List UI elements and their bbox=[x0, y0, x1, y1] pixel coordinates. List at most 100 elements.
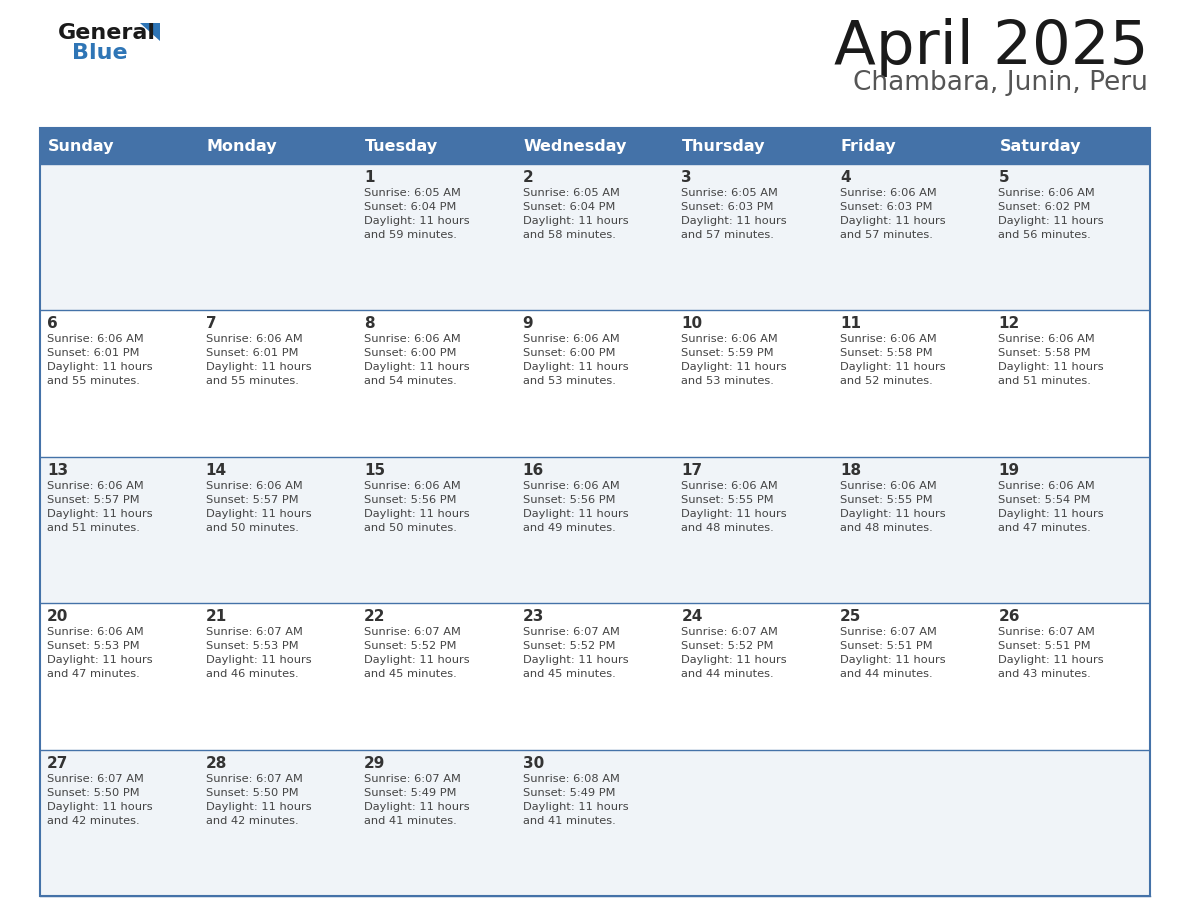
Text: Saturday: Saturday bbox=[999, 139, 1081, 153]
Text: Daylight: 11 hours: Daylight: 11 hours bbox=[681, 509, 786, 519]
Text: 30: 30 bbox=[523, 756, 544, 770]
Text: Daylight: 11 hours: Daylight: 11 hours bbox=[48, 655, 152, 666]
Text: Daylight: 11 hours: Daylight: 11 hours bbox=[998, 363, 1104, 373]
Text: 27: 27 bbox=[48, 756, 69, 770]
Text: Daylight: 11 hours: Daylight: 11 hours bbox=[523, 363, 628, 373]
Text: and 42 minutes.: and 42 minutes. bbox=[48, 815, 140, 825]
Text: Sunrise: 6:06 AM: Sunrise: 6:06 AM bbox=[840, 334, 936, 344]
Text: 21: 21 bbox=[206, 610, 227, 624]
Text: Daylight: 11 hours: Daylight: 11 hours bbox=[840, 216, 946, 226]
Text: Sunset: 5:52 PM: Sunset: 5:52 PM bbox=[523, 641, 615, 651]
Text: Daylight: 11 hours: Daylight: 11 hours bbox=[48, 509, 152, 519]
Text: and 59 minutes.: and 59 minutes. bbox=[365, 230, 457, 240]
Text: Daylight: 11 hours: Daylight: 11 hours bbox=[681, 216, 786, 226]
Text: and 45 minutes.: and 45 minutes. bbox=[523, 669, 615, 679]
Text: and 58 minutes.: and 58 minutes. bbox=[523, 230, 615, 240]
Text: Sunrise: 6:06 AM: Sunrise: 6:06 AM bbox=[523, 334, 619, 344]
Text: 5: 5 bbox=[998, 170, 1009, 185]
Text: Sunrise: 6:06 AM: Sunrise: 6:06 AM bbox=[48, 334, 144, 344]
Text: Sunrise: 6:06 AM: Sunrise: 6:06 AM bbox=[681, 481, 778, 491]
Text: 18: 18 bbox=[840, 463, 861, 477]
Text: Daylight: 11 hours: Daylight: 11 hours bbox=[840, 363, 946, 373]
Text: Sunrise: 6:06 AM: Sunrise: 6:06 AM bbox=[840, 481, 936, 491]
Text: 4: 4 bbox=[840, 170, 851, 185]
Text: Sunrise: 6:05 AM: Sunrise: 6:05 AM bbox=[365, 188, 461, 198]
Text: 10: 10 bbox=[681, 317, 702, 331]
Text: Sunset: 5:58 PM: Sunset: 5:58 PM bbox=[998, 349, 1091, 358]
Text: and 57 minutes.: and 57 minutes. bbox=[840, 230, 933, 240]
Text: Sunset: 5:53 PM: Sunset: 5:53 PM bbox=[206, 641, 298, 651]
Text: Sunset: 6:03 PM: Sunset: 6:03 PM bbox=[840, 202, 933, 212]
Text: Daylight: 11 hours: Daylight: 11 hours bbox=[523, 509, 628, 519]
Bar bbox=[40, 310, 1150, 457]
Text: and 57 minutes.: and 57 minutes. bbox=[681, 230, 775, 240]
Text: Daylight: 11 hours: Daylight: 11 hours bbox=[48, 363, 152, 373]
Text: Monday: Monday bbox=[207, 139, 277, 153]
Text: Sunset: 5:52 PM: Sunset: 5:52 PM bbox=[365, 641, 456, 651]
Text: Blue: Blue bbox=[72, 43, 127, 63]
Text: 17: 17 bbox=[681, 463, 702, 477]
Text: 29: 29 bbox=[365, 756, 386, 770]
Text: Daylight: 11 hours: Daylight: 11 hours bbox=[206, 801, 311, 812]
Text: and 41 minutes.: and 41 minutes. bbox=[523, 815, 615, 825]
Text: Sunset: 5:49 PM: Sunset: 5:49 PM bbox=[523, 788, 615, 798]
Text: Daylight: 11 hours: Daylight: 11 hours bbox=[681, 655, 786, 666]
Text: Sunrise: 6:06 AM: Sunrise: 6:06 AM bbox=[365, 481, 461, 491]
Text: Daylight: 11 hours: Daylight: 11 hours bbox=[206, 363, 311, 373]
Text: and 53 minutes.: and 53 minutes. bbox=[681, 376, 775, 386]
Text: Sunset: 6:00 PM: Sunset: 6:00 PM bbox=[523, 349, 615, 358]
Text: Sunset: 6:04 PM: Sunset: 6:04 PM bbox=[523, 202, 615, 212]
Text: and 46 minutes.: and 46 minutes. bbox=[206, 669, 298, 679]
Text: Daylight: 11 hours: Daylight: 11 hours bbox=[998, 655, 1104, 666]
Text: 16: 16 bbox=[523, 463, 544, 477]
Text: Daylight: 11 hours: Daylight: 11 hours bbox=[48, 801, 152, 812]
Bar bbox=[516, 128, 675, 164]
Text: and 42 minutes.: and 42 minutes. bbox=[206, 815, 298, 825]
Text: and 44 minutes.: and 44 minutes. bbox=[681, 669, 773, 679]
Text: 24: 24 bbox=[681, 610, 702, 624]
Text: Sunrise: 6:06 AM: Sunrise: 6:06 AM bbox=[523, 481, 619, 491]
Text: and 41 minutes.: and 41 minutes. bbox=[365, 815, 457, 825]
Text: Sunset: 5:50 PM: Sunset: 5:50 PM bbox=[48, 788, 140, 798]
Text: 9: 9 bbox=[523, 317, 533, 331]
Text: 20: 20 bbox=[48, 610, 69, 624]
Text: 12: 12 bbox=[998, 317, 1019, 331]
Text: Sunset: 5:56 PM: Sunset: 5:56 PM bbox=[523, 495, 615, 505]
Text: and 44 minutes.: and 44 minutes. bbox=[840, 669, 933, 679]
Text: Sunrise: 6:06 AM: Sunrise: 6:06 AM bbox=[48, 481, 144, 491]
Text: Daylight: 11 hours: Daylight: 11 hours bbox=[206, 655, 311, 666]
Bar bbox=[40, 128, 1150, 896]
Text: 19: 19 bbox=[998, 463, 1019, 477]
Text: Daylight: 11 hours: Daylight: 11 hours bbox=[365, 216, 469, 226]
Text: Daylight: 11 hours: Daylight: 11 hours bbox=[840, 655, 946, 666]
Text: Sunrise: 6:07 AM: Sunrise: 6:07 AM bbox=[48, 774, 144, 784]
Text: Sunrise: 6:07 AM: Sunrise: 6:07 AM bbox=[365, 627, 461, 637]
Text: Sunset: 5:57 PM: Sunset: 5:57 PM bbox=[48, 495, 140, 505]
Text: 22: 22 bbox=[365, 610, 386, 624]
Text: 14: 14 bbox=[206, 463, 227, 477]
Text: Sunrise: 6:06 AM: Sunrise: 6:06 AM bbox=[998, 334, 1095, 344]
Bar bbox=[992, 128, 1150, 164]
Text: Daylight: 11 hours: Daylight: 11 hours bbox=[365, 801, 469, 812]
Polygon shape bbox=[140, 23, 160, 41]
Text: Sunset: 6:04 PM: Sunset: 6:04 PM bbox=[365, 202, 456, 212]
Text: Sunset: 5:55 PM: Sunset: 5:55 PM bbox=[681, 495, 773, 505]
Text: 7: 7 bbox=[206, 317, 216, 331]
Text: Sunset: 6:03 PM: Sunset: 6:03 PM bbox=[681, 202, 773, 212]
Text: Sunrise: 6:07 AM: Sunrise: 6:07 AM bbox=[998, 627, 1095, 637]
Text: and 56 minutes.: and 56 minutes. bbox=[998, 230, 1092, 240]
Text: April 2025: April 2025 bbox=[834, 18, 1148, 77]
Text: and 52 minutes.: and 52 minutes. bbox=[840, 376, 933, 386]
Text: Sunrise: 6:06 AM: Sunrise: 6:06 AM bbox=[681, 334, 778, 344]
Text: Sunrise: 6:06 AM: Sunrise: 6:06 AM bbox=[206, 481, 302, 491]
Text: Sunset: 5:51 PM: Sunset: 5:51 PM bbox=[840, 641, 933, 651]
Text: and 47 minutes.: and 47 minutes. bbox=[998, 522, 1092, 532]
Text: and 50 minutes.: and 50 minutes. bbox=[365, 522, 457, 532]
Text: Daylight: 11 hours: Daylight: 11 hours bbox=[206, 509, 311, 519]
Text: 3: 3 bbox=[681, 170, 691, 185]
Bar bbox=[40, 128, 198, 164]
Text: Sunrise: 6:07 AM: Sunrise: 6:07 AM bbox=[206, 627, 303, 637]
Text: and 55 minutes.: and 55 minutes. bbox=[206, 376, 298, 386]
Text: Sunset: 5:54 PM: Sunset: 5:54 PM bbox=[998, 495, 1091, 505]
Text: Daylight: 11 hours: Daylight: 11 hours bbox=[681, 363, 786, 373]
